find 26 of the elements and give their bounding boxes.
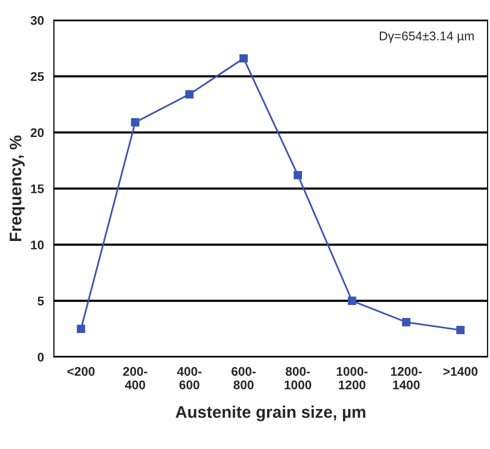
- y-tick-label: 30: [30, 16, 44, 25]
- y-tick-label: 20: [30, 128, 44, 138]
- x-axis-title: Austenite grain size, µm: [176, 406, 366, 422]
- point: [348, 296, 356, 305]
- x-tick-label: 600- 800: [232, 367, 256, 390]
- x-tick-label: 200- 400: [123, 367, 148, 390]
- point: [239, 54, 248, 63]
- point: [294, 170, 302, 180]
- y-tick-label: 5: [38, 296, 44, 306]
- x-tick-label: 1000- 1200: [336, 367, 368, 390]
- x-tick-label: >1400: [443, 367, 478, 376]
- point: [76, 324, 86, 334]
- x-tick-label: 400- 600: [177, 367, 202, 390]
- point: [402, 318, 410, 326]
- y-tick-label: 0: [38, 352, 44, 362]
- y-tick-label: 25: [30, 72, 44, 81]
- x-tick-label: 800- 1000: [284, 367, 312, 390]
- point: [131, 118, 140, 127]
- y-tick-label: 15: [31, 184, 44, 194]
- point: [185, 90, 194, 98]
- x-tick-label: 1200- 1400: [391, 367, 422, 390]
- point: [456, 326, 465, 334]
- x-tick-label: <200: [67, 367, 95, 376]
- y-axis-title: Frequency, %: [10, 135, 25, 242]
- y-tick-label: 10: [31, 240, 44, 250]
- annotation: Dγ=654±3.14 µm: [380, 32, 474, 43]
